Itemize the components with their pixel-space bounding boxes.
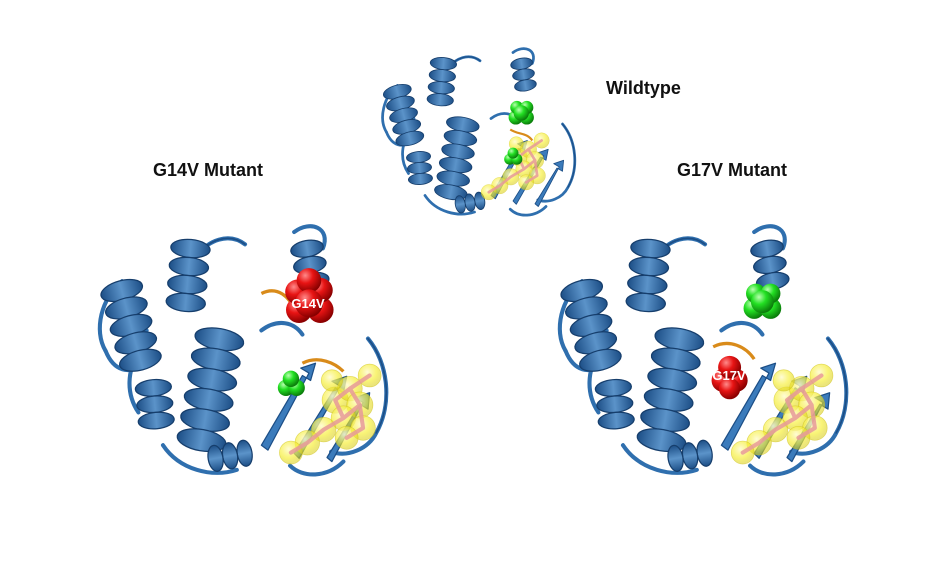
g14v-structure bbox=[99, 226, 387, 474]
g17v-glycine-spheres bbox=[743, 283, 782, 319]
g17v-structure bbox=[559, 226, 847, 474]
g17v-title: G17V Mutant bbox=[677, 160, 788, 180]
wildtype-title: Wildtype bbox=[606, 78, 681, 98]
g17v-residue-label: G17V bbox=[712, 368, 746, 383]
g14v-glycine-spheres bbox=[277, 370, 305, 396]
g14v-title: G14V Mutant bbox=[153, 160, 264, 180]
g14v-residue-label: G14V bbox=[291, 296, 325, 311]
wildtype-structure bbox=[380, 47, 577, 217]
